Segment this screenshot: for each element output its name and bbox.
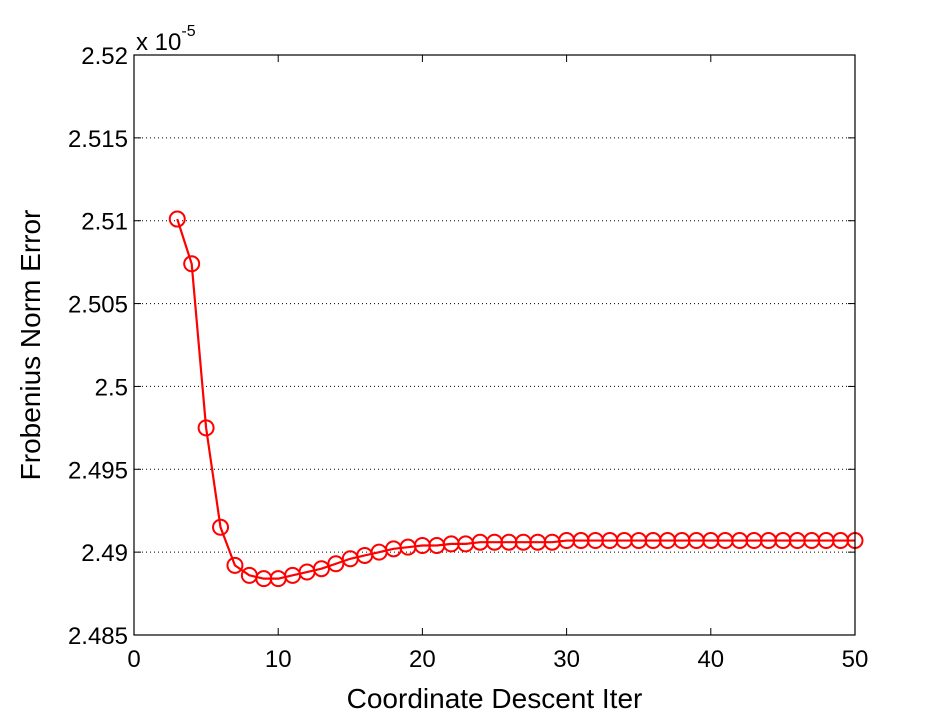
- tick-layer: 0 10 20 30 40 50 2.485 2.49 2.495 2.5 2.505 2.51 2.5…: [68, 43, 868, 673]
- x-tick-label: 10: [265, 646, 292, 673]
- x-tick-label: 20: [409, 646, 436, 673]
- y-tick-label: 2.5: [95, 374, 128, 401]
- y-axis-multiplier-exponent: -5: [181, 23, 195, 40]
- y-tick-label: 2.485: [68, 623, 128, 650]
- y-tick-label: 2.495: [68, 457, 128, 484]
- data-point-marker: [197, 419, 215, 437]
- data-point-marker: [312, 560, 330, 578]
- data-point-marker: [212, 518, 230, 536]
- data-point-marker: [327, 555, 345, 573]
- y-tick-label: 2.505: [68, 292, 128, 319]
- y-axis-multiplier-base: x 10: [136, 29, 181, 56]
- y-axis-label: Frobenius Norm Error: [15, 210, 46, 481]
- data-point-marker: [183, 255, 201, 273]
- y-axis-multiplier: x 10-5: [136, 23, 196, 56]
- x-tick-label: 50: [842, 646, 869, 673]
- y-tick-label: 2.515: [68, 126, 128, 153]
- grid-layer: [134, 137, 855, 553]
- y-tick-label: 2.49: [81, 540, 128, 567]
- plot-frame: [133, 54, 856, 636]
- x-tick-label: 30: [553, 646, 580, 673]
- y-tick-label: 2.51: [81, 209, 128, 236]
- x-axis-label: Coordinate Descent Iter: [347, 683, 643, 714]
- series-layer: [168, 210, 864, 588]
- data-point-marker: [226, 556, 244, 574]
- y-tick-label: 2.52: [81, 43, 128, 70]
- x-tick-label: 40: [697, 646, 724, 673]
- x-tick-label: 0: [127, 646, 140, 673]
- axes-frame: [133, 54, 856, 636]
- data-point-marker: [168, 210, 186, 228]
